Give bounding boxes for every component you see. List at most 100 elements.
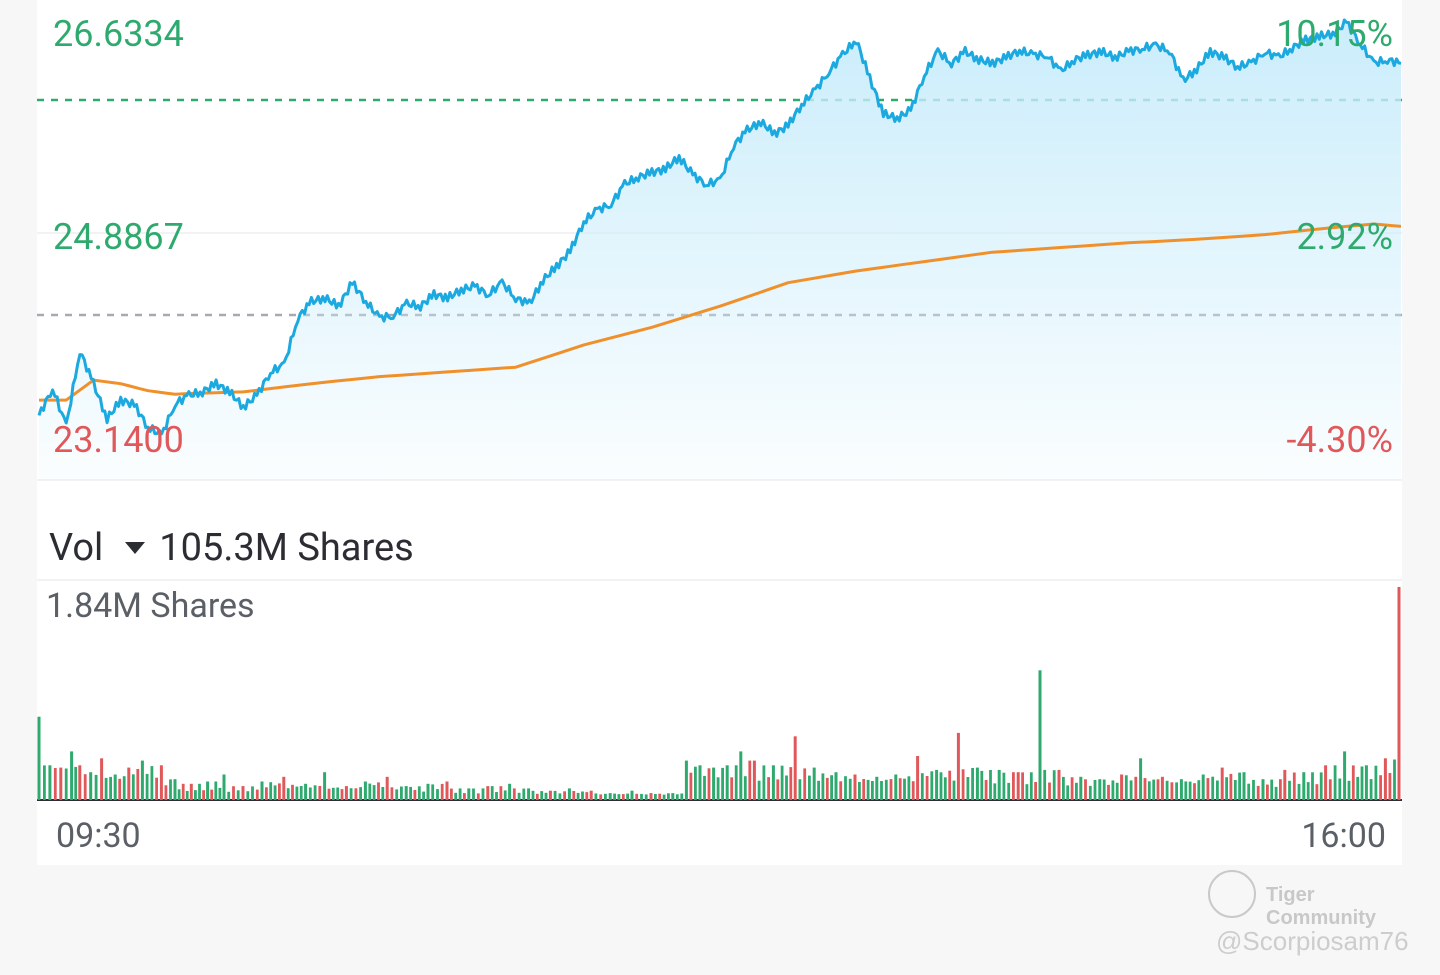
volume-bar [812, 767, 816, 800]
volume-bar [997, 769, 1001, 800]
volume-bar [1274, 786, 1278, 800]
volume-bar [1225, 777, 1228, 800]
volume-bar [1238, 772, 1241, 800]
volume-bar [956, 732, 960, 800]
volume-bar [1242, 772, 1246, 800]
volume-bar [1319, 772, 1323, 800]
price-high-label: 26.6334 [53, 13, 184, 55]
volume-bar [417, 786, 421, 800]
volume-bar [1102, 779, 1106, 800]
volume-bar [1197, 780, 1201, 800]
volume-bar [1333, 765, 1337, 800]
volume-bar [817, 780, 820, 800]
volume-bar [613, 793, 616, 800]
volume-bar [734, 765, 738, 800]
volume-bar [385, 776, 389, 800]
volume-bar [1016, 772, 1020, 800]
volume-bar [925, 776, 929, 800]
volume-bar [1139, 758, 1143, 800]
volume-bar [862, 779, 866, 800]
volume-bar [821, 773, 825, 800]
volume-bar [194, 790, 197, 800]
volume-bar [1057, 769, 1061, 800]
volume-bar [78, 765, 82, 800]
volume-bar [1247, 783, 1251, 800]
volume-bar [1338, 778, 1342, 800]
volume-bar [340, 789, 344, 800]
volume-bar [1170, 782, 1174, 800]
volume-bar [563, 791, 566, 800]
volume-bar [1043, 769, 1047, 800]
volume-bar [323, 772, 327, 800]
volume-bar [880, 781, 883, 800]
volume-bar [694, 766, 697, 800]
volume-bar [930, 771, 934, 800]
volume-bar [1193, 783, 1196, 800]
volume-bar [517, 792, 521, 800]
chart-panel: 26.6334 24.8867 23.1400 10.15% 2.92% -4.… [37, 0, 1402, 865]
volume-bar [916, 756, 920, 800]
volume-bar [1379, 775, 1382, 800]
volume-bar [70, 751, 74, 800]
volume-bar [757, 780, 761, 800]
volume-bar [871, 781, 874, 800]
volume-bar [548, 790, 552, 800]
volume-bar [169, 779, 172, 800]
watermark-brand: Tiger Community [1266, 884, 1376, 929]
price-low-label: 23.1400 [53, 419, 184, 461]
volume-bar [762, 765, 766, 800]
volume-bar [218, 787, 222, 800]
volume-indicator-dropdown[interactable]: Vol [49, 526, 146, 570]
volume-bar [858, 782, 861, 800]
tiger-logo-icon [1208, 870, 1256, 918]
volume-bar [1075, 782, 1078, 800]
volume-bar [122, 776, 126, 800]
volume-bar [567, 788, 571, 800]
volume-bar [1012, 772, 1015, 800]
volume-bar [1007, 782, 1011, 800]
volume-bar [553, 790, 557, 800]
volume-bar [585, 792, 589, 800]
volume-bar [1111, 780, 1115, 800]
volume-bar [680, 793, 684, 800]
volume-bar [214, 781, 218, 800]
volume-bar [1079, 776, 1083, 800]
volume-bar [743, 776, 747, 800]
volume-bar [1270, 779, 1274, 800]
volume-bar [1120, 774, 1124, 800]
volume-bar [1021, 772, 1024, 800]
volume-bar [1343, 751, 1347, 800]
volume-bar [975, 767, 979, 800]
volume-bar [689, 772, 693, 800]
volume-bar [1175, 782, 1178, 800]
volume-bar [1025, 784, 1029, 800]
volume-bar [64, 768, 68, 800]
volume-bar [164, 785, 168, 800]
volume-bar [730, 777, 734, 800]
volume-bar [716, 777, 720, 800]
volume-bar [1211, 776, 1215, 800]
volume-bar [1201, 774, 1205, 800]
volume-bar [490, 786, 494, 800]
volume-bar [903, 778, 906, 800]
volume-bar [476, 793, 480, 800]
volume-bar [667, 793, 670, 800]
volume-bar [875, 776, 879, 800]
volume-bar [177, 789, 181, 800]
caret-down-icon [125, 542, 146, 554]
volume-bar [993, 783, 997, 800]
volume-bar [265, 787, 268, 800]
price-area-fill [39, 20, 1401, 480]
volume-bar [712, 767, 716, 800]
volume-bar [522, 788, 526, 800]
volume-bar [308, 787, 312, 800]
volume-bar [866, 779, 870, 800]
volume-bar [1160, 776, 1164, 800]
volume-bar [94, 774, 98, 800]
volume-bar [604, 793, 607, 800]
watermark: Tiger Community @Scorpiosam76 [1206, 866, 1426, 966]
volume-bar [1179, 779, 1183, 800]
volume-bar [400, 786, 403, 800]
volume-bar [789, 767, 793, 800]
volume-bar [1324, 765, 1328, 800]
